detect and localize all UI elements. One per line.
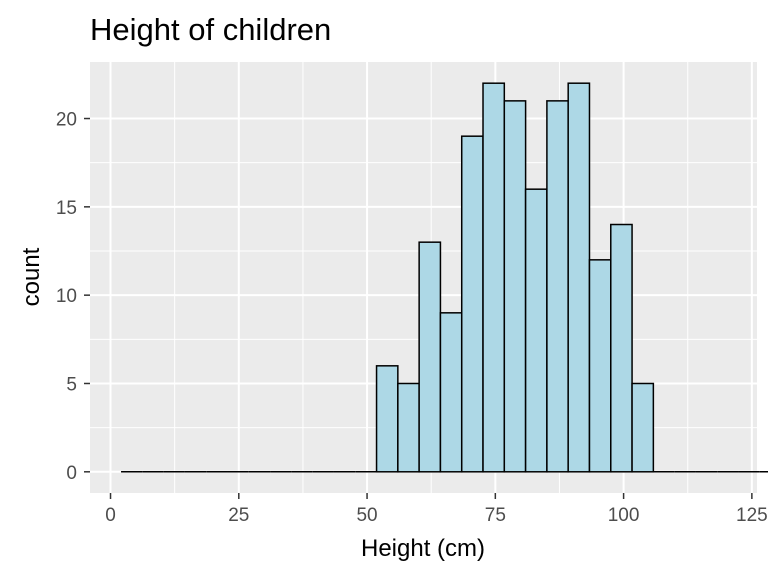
histogram-bar xyxy=(631,382,655,473)
histogram-bar xyxy=(397,382,420,473)
y-tick-label: 10 xyxy=(56,286,77,307)
x-tick-label: 50 xyxy=(356,505,377,526)
histogram-bar xyxy=(439,312,463,473)
histogram-bar xyxy=(482,82,506,473)
histogram-bar xyxy=(460,135,484,473)
y-tick-label: 20 xyxy=(56,110,77,131)
axes: 0 25 50 75 100 125 0 5 10 15 20 xyxy=(56,110,768,526)
bars xyxy=(121,82,768,473)
histogram-bar xyxy=(546,100,569,473)
histogram-bar xyxy=(375,365,399,473)
histogram-bar xyxy=(610,223,633,473)
y-tick-label: 0 xyxy=(66,463,77,484)
histogram-bar xyxy=(418,241,442,473)
x-tick-label: 125 xyxy=(736,505,768,526)
chart-title: Height of children xyxy=(90,12,331,47)
y-tick-label: 5 xyxy=(66,374,77,395)
y-tick-label: 15 xyxy=(56,198,77,219)
x-tick-label: 100 xyxy=(608,505,640,526)
x-tick-label: 25 xyxy=(228,505,249,526)
histogram-bar xyxy=(567,82,591,473)
histogram-bar xyxy=(524,188,548,473)
histogram-bar xyxy=(503,100,527,473)
grid-lines xyxy=(90,62,757,493)
x-tick-label: 0 xyxy=(105,505,116,526)
histogram-bar xyxy=(588,259,612,473)
x-tick-label: 75 xyxy=(485,505,506,526)
x-axis-title: Height (cm) xyxy=(361,535,485,562)
y-axis-title: count xyxy=(18,247,45,306)
